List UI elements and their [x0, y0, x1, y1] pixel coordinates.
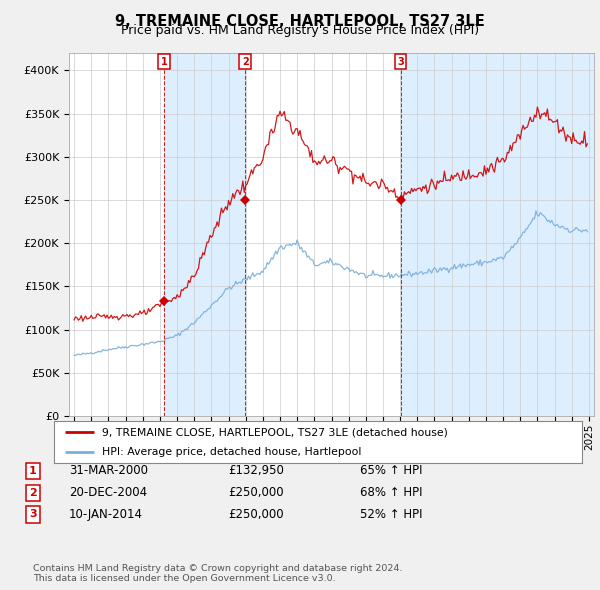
Text: 9, TREMAINE CLOSE, HARTLEPOOL, TS27 3LE: 9, TREMAINE CLOSE, HARTLEPOOL, TS27 3LE: [115, 14, 485, 28]
Text: £250,000: £250,000: [228, 486, 284, 499]
Text: 3: 3: [397, 57, 404, 67]
Text: 1: 1: [161, 57, 167, 67]
Text: Price paid vs. HM Land Registry's House Price Index (HPI): Price paid vs. HM Land Registry's House …: [121, 24, 479, 37]
Bar: [164, 53, 245, 416]
Text: 2: 2: [242, 57, 248, 67]
Text: 31-MAR-2000: 31-MAR-2000: [69, 464, 148, 477]
Text: 52% ↑ HPI: 52% ↑ HPI: [360, 508, 422, 521]
Text: 20-DEC-2004: 20-DEC-2004: [69, 486, 147, 499]
Text: £132,950: £132,950: [228, 464, 284, 477]
Text: 1: 1: [29, 466, 37, 476]
Text: 10-JAN-2014: 10-JAN-2014: [69, 508, 143, 521]
Text: HPI: Average price, detached house, Hartlepool: HPI: Average price, detached house, Hart…: [101, 447, 361, 457]
Text: £250,000: £250,000: [228, 508, 284, 521]
Text: This data is licensed under the Open Government Licence v3.0.: This data is licensed under the Open Gov…: [33, 574, 335, 583]
Text: 2: 2: [29, 488, 37, 497]
Text: 68% ↑ HPI: 68% ↑ HPI: [360, 486, 422, 499]
Text: 3: 3: [29, 510, 37, 519]
Bar: [401, 53, 594, 416]
Text: Contains HM Land Registry data © Crown copyright and database right 2024.: Contains HM Land Registry data © Crown c…: [33, 565, 403, 573]
Text: 9, TREMAINE CLOSE, HARTLEPOOL, TS27 3LE (detached house): 9, TREMAINE CLOSE, HARTLEPOOL, TS27 3LE …: [101, 427, 448, 437]
Text: 65% ↑ HPI: 65% ↑ HPI: [360, 464, 422, 477]
